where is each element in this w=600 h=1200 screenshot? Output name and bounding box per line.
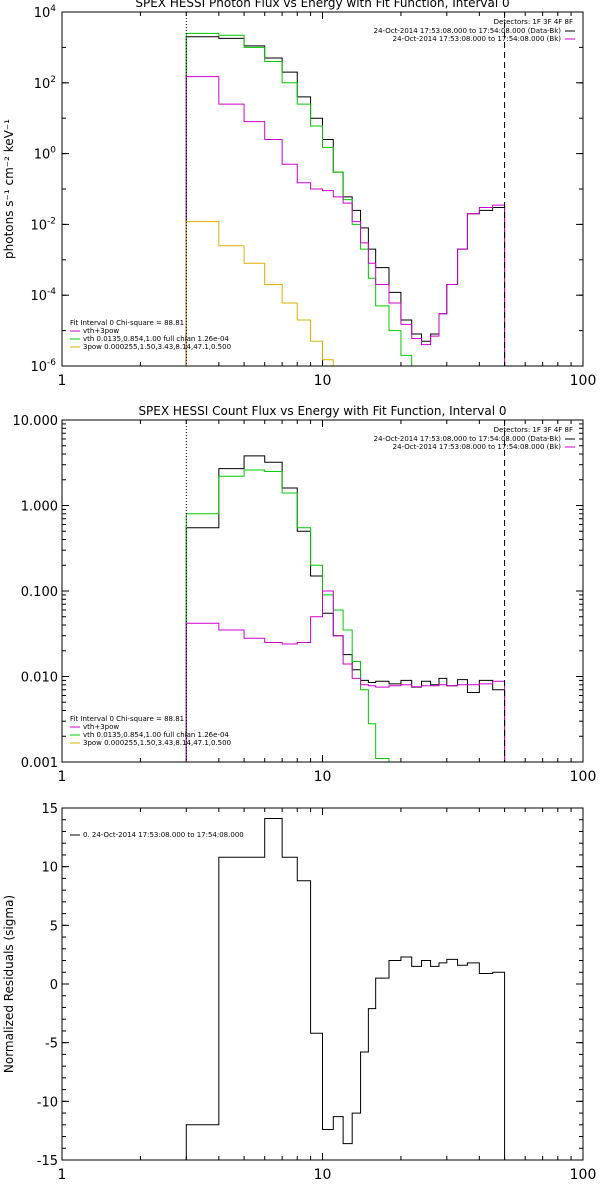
legend-entry-text: 24-Oct-2014 17:53:08.000 to 17:54:08.000… xyxy=(374,435,562,443)
legend-entry-text: 24-Oct-2014 17:53:08.000 to 17:54:08.000… xyxy=(374,27,562,35)
y-tick-exponent: -4 xyxy=(47,287,56,297)
y-tick-label: 10-4 xyxy=(30,287,56,304)
chart-title: SPEX HESSI Count Flux vs Energy with Fit… xyxy=(138,404,506,418)
x-tick-label: 1 xyxy=(58,1167,67,1183)
legend-title: Detectors: 1F 3F 4F 8F xyxy=(494,426,573,434)
y-axis: 0.001 0.010 0.100 1.000 10.000 xyxy=(13,414,583,771)
legend-left: 0. 24-Oct-2014 17:53:08.000 to 17:54:08.… xyxy=(70,831,244,839)
y-tick-base: 10 xyxy=(30,360,47,375)
y-tick-exponent: -6 xyxy=(47,358,56,368)
y-tick-exponent: -2 xyxy=(47,216,56,226)
plot-frame xyxy=(61,11,584,367)
legend-entry-text: 24-Oct-2014 17:53:08.000 to 17:54:08.000… xyxy=(393,35,562,43)
x-tick-label: 100 xyxy=(570,769,597,785)
y-tick-label: 10-6 xyxy=(30,358,56,375)
y-tick-label: 0 xyxy=(50,978,58,993)
series-line xyxy=(185,32,413,366)
x-tick-label: 100 xyxy=(570,1167,597,1183)
y-tick-label: 0.010 xyxy=(21,671,58,686)
y-tick-label: 1.000 xyxy=(21,500,58,515)
legend-entry-text: 3pow 0.000255,1.50,3.43,8.14,47.1,0.500 xyxy=(83,343,231,351)
legend-left: Fit Interval 0 Chi-square = 88.81vth+3po… xyxy=(70,319,231,351)
count-flux-plot: SPEX HESSI Count Flux vs Energy with Fit… xyxy=(13,404,597,785)
residuals-plot: Normalized Residuals (sigma) 1 10 100 15 10 5 0… xyxy=(2,802,597,1183)
y-axis-label: photons s⁻¹ cm⁻² keV⁻¹ xyxy=(2,119,16,259)
series-line xyxy=(185,221,334,366)
series-line xyxy=(185,590,506,762)
legend-entry-text: 24-Oct-2014 17:53:08.000 to 17:54:08.000… xyxy=(393,443,562,451)
y-tick-exponent: 2 xyxy=(50,75,56,85)
y-tick-base: 10 xyxy=(34,77,51,92)
y-tick-label: 0.100 xyxy=(21,585,58,600)
y-tick-label: 10.000 xyxy=(13,414,59,429)
x-tick-label: 10 xyxy=(314,769,332,785)
legend-left: Fit Interval 0 Chi-square = 88.81vth+3po… xyxy=(70,715,231,747)
legend-title: Fit Interval 0 Chi-square = 88.81 xyxy=(70,715,184,723)
legend-title: Detectors: 1F 3F 4F 8F xyxy=(494,18,573,26)
y-tick-base: 10 xyxy=(30,218,47,233)
y-tick-label: 0.001 xyxy=(21,756,58,771)
series-line xyxy=(185,818,506,1160)
x-tick-label: 1 xyxy=(58,769,67,785)
y-tick-label: -5 xyxy=(45,1037,58,1052)
legend-entry-text: vth 0.0135,0.854,1.00 full chian 1.26e-0… xyxy=(83,335,229,343)
legend-entry-text: vth+3pow xyxy=(83,723,119,731)
legend-entry-text: 0. 24-Oct-2014 17:53:08.000 to 17:54:08.… xyxy=(83,831,244,839)
y-tick-exponent: 4 xyxy=(50,4,56,14)
x-tick-label: 10 xyxy=(314,373,332,389)
series-line xyxy=(185,76,506,366)
x-tick-label: 10 xyxy=(314,1167,332,1183)
y-axis-label: Normalized Residuals (sigma) xyxy=(2,895,16,1073)
photon-flux-plot: SPEX HESSI Photon Flux vs Energy with Fi… xyxy=(2,0,597,389)
y-tick-base: 10 xyxy=(30,289,47,304)
chart-title: SPEX HESSI Photon Flux vs Energy with Fi… xyxy=(135,0,509,10)
y-tick-base: 10 xyxy=(34,148,51,163)
y-tick-label: 5 xyxy=(50,919,58,934)
series-group xyxy=(185,818,506,1160)
series-group xyxy=(185,32,506,366)
x-axis: 1 10 100 xyxy=(58,420,597,785)
x-tick-label: 1 xyxy=(58,373,67,389)
y-tick-base: 10 xyxy=(34,6,51,21)
y-tick-label: 10 xyxy=(41,861,58,876)
y-tick-label: -15 xyxy=(37,1154,58,1169)
plot-frame xyxy=(61,419,584,763)
x-tick-label: 100 xyxy=(570,373,597,389)
y-tick-label: 100 xyxy=(34,146,57,163)
x-axis: 1 10 100 xyxy=(58,12,597,389)
plot-frame xyxy=(61,807,584,1161)
legend-entry-text: vth 0.0135,0.854,1.00 full chian 1.26e-0… xyxy=(83,731,229,739)
legend-entry-text: vth+3pow xyxy=(83,327,119,335)
y-tick-exponent: 0 xyxy=(50,146,56,156)
y-tick-label: 104 xyxy=(34,4,57,21)
y-tick-label: 10-2 xyxy=(30,216,56,233)
y-tick-label: 102 xyxy=(34,75,56,92)
legend-entry-text: 3pow 0.000255,1.50,3.43,8.14,47.1,0.500 xyxy=(83,739,231,747)
series-group xyxy=(185,455,506,762)
y-tick-label: -10 xyxy=(37,1095,58,1110)
y-tick-label: 15 xyxy=(41,802,58,817)
legend-title: Fit Interval 0 Chi-square = 88.81 xyxy=(70,319,184,327)
